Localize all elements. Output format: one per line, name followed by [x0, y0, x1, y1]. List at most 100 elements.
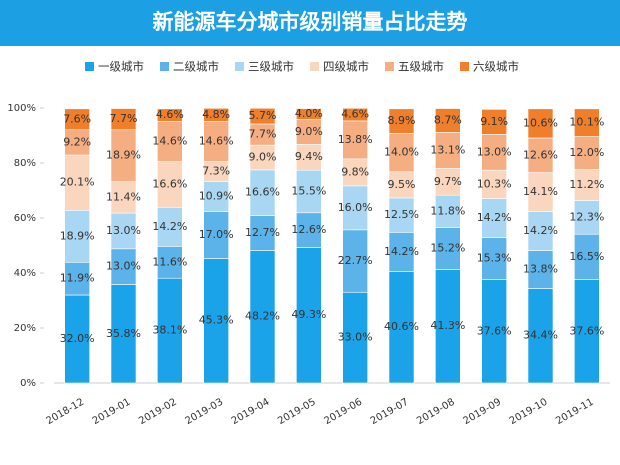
bar-segment [110, 129, 137, 183]
data-label: 10.9% [199, 190, 234, 203]
bar-segment [157, 277, 183, 384]
bar-segment [296, 144, 322, 171]
bar-segment [342, 107, 368, 122]
data-label: 9.4% [295, 150, 323, 163]
bar-segment [157, 161, 183, 208]
data-label: 12.7% [245, 226, 280, 239]
data-label: 12.0% [569, 146, 604, 159]
data-label: 9.2% [63, 135, 91, 148]
bar-segment [157, 108, 183, 122]
y-tick-label: 80% [14, 158, 36, 169]
data-label: 12.5% [384, 208, 419, 221]
data-label: 22.7% [338, 254, 373, 267]
bar-segment [110, 108, 137, 131]
title-bar [0, 0, 620, 46]
bar-segment [388, 232, 415, 272]
bar-segment [527, 288, 554, 384]
bar-segment [203, 211, 229, 259]
legend-label: 二级城市 [173, 60, 219, 74]
bar-segment [481, 169, 507, 199]
bar-segment [574, 233, 600, 280]
data-label: 4.6% [156, 108, 184, 121]
y-tick-label: 0% [20, 378, 36, 389]
bar-segment [435, 194, 461, 228]
bar-segment [435, 227, 461, 270]
data-label: 14.6% [152, 135, 187, 148]
legend-label: 三级城市 [248, 60, 294, 74]
data-label: 16.5% [569, 250, 604, 263]
data-label: 15.3% [477, 252, 512, 265]
data-label: 9.0% [295, 125, 323, 138]
bar-segment [388, 133, 415, 173]
data-label: 16.6% [245, 186, 280, 199]
bar-segment [435, 108, 461, 133]
bar-segment [342, 185, 368, 231]
bar-segment [388, 108, 415, 134]
chart-title: 新能源车分城市级别销量占比走势 [153, 10, 468, 34]
legend-swatch [235, 62, 244, 71]
x-tick-label: 2019-07 [369, 397, 411, 427]
data-label: 32.0% [60, 332, 95, 345]
x-tick-label: 2019-06 [322, 397, 364, 427]
data-label: 13.0% [106, 260, 141, 273]
data-label: 11.2% [569, 178, 604, 191]
data-label: 13.0% [477, 145, 512, 158]
bar-segment [157, 206, 183, 247]
data-label: 12.3% [569, 210, 604, 223]
data-label: 12.6% [291, 223, 326, 236]
data-label: 18.9% [106, 149, 141, 162]
data-label: 9.8% [341, 165, 369, 178]
data-label: 13.8% [523, 262, 558, 275]
data-label: 11.8% [430, 204, 465, 217]
legend-swatch [460, 62, 469, 71]
data-label: 14.2% [152, 220, 187, 233]
x-tick-label: 2019-10 [508, 397, 550, 427]
data-label: 4.0% [295, 107, 323, 120]
x-tick-label: 2019-05 [276, 397, 318, 427]
legend-swatch [310, 62, 319, 71]
bar-segment [342, 229, 368, 293]
bar-segment [296, 247, 322, 384]
bar-segment [574, 108, 600, 137]
bar-segment [249, 169, 276, 216]
data-label: 5.7% [249, 109, 277, 122]
data-label: 17.0% [199, 228, 234, 241]
legend-label: 四级城市 [323, 60, 369, 74]
data-label: 11.6% [152, 255, 187, 268]
data-label: 16.6% [152, 177, 187, 190]
bar-segment [249, 250, 276, 384]
data-label: 7.7% [249, 128, 277, 141]
x-tick-label: 2019-11 [554, 397, 596, 427]
data-label: 9.1% [480, 115, 508, 128]
data-label: 8.9% [388, 114, 416, 127]
bar-segment [388, 197, 415, 233]
bar-segment [203, 181, 229, 212]
data-label: 7.6% [63, 112, 91, 125]
bar-segment [481, 109, 507, 135]
bar-segment [296, 212, 322, 248]
data-label: 48.2% [245, 310, 280, 323]
data-label: 14.2% [384, 245, 419, 258]
data-label: 14.2% [523, 224, 558, 237]
bar-segment [110, 212, 137, 250]
y-tick-label: 20% [14, 323, 36, 334]
x-tick-label: 2018-12 [44, 397, 86, 427]
data-label: 9.7% [434, 175, 462, 188]
bar-segment [203, 258, 229, 384]
data-label: 34.4% [523, 329, 558, 342]
data-label: 41.3% [430, 319, 465, 332]
bar-segment [64, 261, 90, 296]
bar-segment [481, 279, 507, 384]
bar-segment [157, 246, 183, 279]
data-label: 7.3% [202, 165, 230, 178]
bar-segment [64, 129, 90, 156]
bar-segment [574, 200, 600, 235]
bar-segment [435, 168, 461, 196]
bar-segment [342, 120, 368, 160]
data-label: 14.6% [199, 135, 234, 148]
bar-segment [110, 248, 137, 285]
bar-segment [296, 119, 322, 145]
data-label: 45.3% [199, 314, 234, 327]
bar-segment [574, 279, 600, 384]
